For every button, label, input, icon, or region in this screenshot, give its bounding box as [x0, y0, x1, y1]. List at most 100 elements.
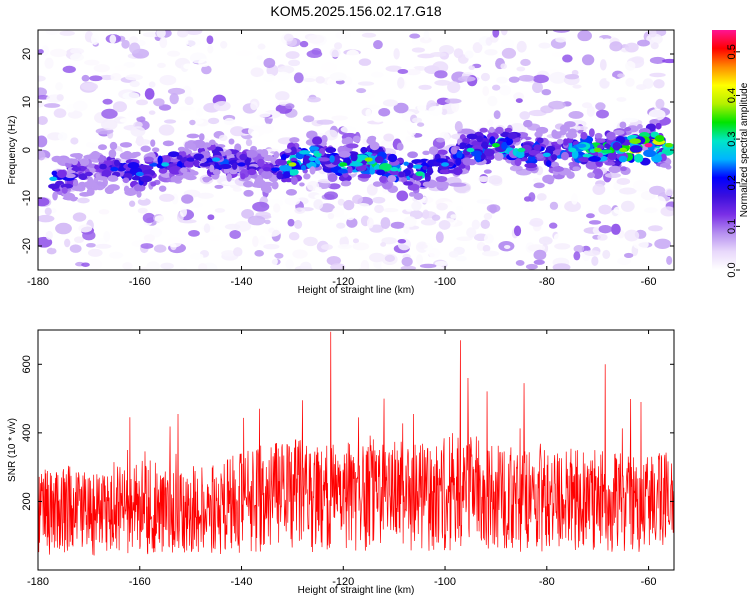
spectrogram-noise-blob — [38, 87, 47, 97]
spectrogram-noise-blob — [144, 88, 155, 100]
spectrogram-noise-blob — [552, 30, 571, 33]
spectrogram-signal-blob — [256, 158, 265, 167]
spectrogram-signal-blob — [299, 150, 311, 155]
spectrogram-signal-blob — [350, 153, 358, 162]
spectrogram-noise-blob — [518, 74, 535, 82]
spectrogram-noise-blob — [365, 92, 375, 99]
spectrogram-noise-blob — [314, 194, 324, 200]
spectrogram-signal-blob — [209, 139, 216, 146]
spectrogram-noise-blob — [381, 253, 398, 266]
spectrogram-peak-core — [84, 171, 93, 177]
y-tick-label: 0 — [21, 147, 33, 153]
spectrogram-noise-blob — [617, 73, 625, 78]
spectrogram-noise-blob — [372, 115, 384, 123]
spectrogram-signal-blob — [48, 183, 60, 190]
spectrogram-signal-blob — [389, 169, 399, 176]
spectrogram-noise-blob — [122, 92, 140, 100]
spectrogram-noise-blob — [185, 30, 203, 35]
spectrogram-signal-blob — [504, 127, 513, 133]
y-tick-label: -10 — [21, 190, 33, 206]
spectrogram-noise-blob — [381, 237, 397, 245]
spectrogram-signal-blob — [119, 142, 133, 148]
spectrogram-signal-blob — [61, 186, 68, 194]
spectrogram-noise-blob — [211, 56, 230, 61]
spectrogram-noise-blob — [480, 219, 490, 229]
spectrogram-signal-blob — [428, 146, 439, 155]
spectrogram-noise-blob — [324, 129, 339, 141]
spectrogram-noise-blob — [209, 234, 221, 242]
spectrogram-noise-blob — [256, 111, 271, 118]
spectrogram-noise-blob — [584, 250, 601, 257]
spectrogram-noise-blob — [468, 65, 475, 71]
spectrogram-noise-blob — [609, 209, 622, 217]
spectrogram-noise-blob — [508, 122, 527, 135]
spectrogram-signal-blob — [131, 151, 139, 157]
spectrogram-noise-blob — [57, 132, 68, 141]
spectrogram-peak-core — [364, 157, 373, 162]
spectrogram-noise-blob — [403, 216, 417, 228]
spectrogram-noise-blob — [273, 203, 281, 213]
spectrogram-noise-blob — [331, 115, 348, 121]
spectrogram-noise-blob — [114, 65, 128, 71]
spectrogram-signal-blob — [604, 143, 611, 149]
spectrogram-noise-blob — [300, 261, 312, 270]
spectrogram-noise-blob — [616, 30, 625, 34]
spectrogram-noise-blob — [77, 197, 90, 204]
spectrogram-noise-blob — [577, 30, 592, 42]
spectrogram-signal-blob — [199, 162, 211, 167]
spectrogram-noise-blob — [592, 183, 606, 196]
spectrogram-signal-blob — [424, 172, 430, 178]
colorbar-label: Normalized spectral amplitude — [739, 82, 750, 217]
x-tick-label: -100 — [434, 576, 456, 588]
spectrogram-noise-blob — [153, 244, 167, 253]
spectrogram-signal-blob — [71, 167, 82, 172]
spectrogram-noise-blob — [466, 227, 477, 238]
spectrogram-noise-blob — [453, 48, 464, 59]
spectrogram-signal-blob — [69, 153, 83, 158]
spectrogram-peak-core — [212, 157, 221, 162]
spectrogram-noise-blob — [213, 101, 231, 112]
spectrogram-signal-blob — [338, 174, 352, 182]
spectrogram-noise-blob — [340, 126, 357, 133]
spectrogram-signal-blob — [594, 132, 603, 140]
spectrogram-noise-blob — [541, 88, 552, 96]
spectrogram-noise-blob — [616, 178, 631, 185]
spectrogram-noise-blob — [148, 110, 156, 115]
spectrogram-signal-blob — [158, 185, 167, 192]
spectrogram-signal-blob — [231, 162, 238, 170]
spectrogram-signal-blob — [308, 156, 317, 162]
spectrogram-noise-blob — [274, 252, 284, 259]
spectrogram-signal-blob — [113, 159, 120, 167]
colorbar-tick-label: 0.5 — [726, 44, 738, 59]
spectrogram-signal-blob — [61, 158, 72, 163]
spectrogram-noise-blob — [383, 133, 395, 142]
spectrogram-noise-blob — [258, 235, 267, 246]
spectrogram-signal-blob — [290, 176, 298, 185]
spectrogram-noise-blob — [419, 263, 437, 269]
spectrogram-signal-blob — [403, 181, 414, 186]
spectrogram-noise-blob — [552, 263, 571, 270]
spectrogram-noise-blob — [515, 259, 525, 266]
spectrogram-signal-blob — [312, 136, 323, 145]
spectrogram-noise-blob — [666, 255, 673, 266]
spectrogram-noise-blob — [434, 79, 451, 86]
spectrogram-signal-blob — [412, 164, 423, 169]
spectrogram-signal-blob — [347, 165, 353, 174]
spectrogram-noise-blob — [324, 191, 339, 200]
spectrogram-noise-blob — [393, 102, 409, 114]
spectrogram-signal-blob — [562, 138, 569, 146]
spectrogram-signal-blob — [618, 155, 628, 163]
spectrogram-signal-blob — [302, 155, 312, 164]
spectrogram-noise-blob — [78, 224, 93, 233]
spectrogram-x-axis-title: Height of straight line (km) — [298, 285, 415, 296]
spectrogram-signal-blob — [183, 160, 194, 168]
spectrogram-signal-blob — [572, 166, 581, 172]
spectrogram-signal-blob — [471, 150, 483, 157]
spectrogram-noise-blob — [346, 214, 355, 221]
spectrogram-peak-core — [390, 167, 399, 172]
spectrogram-signal-blob — [219, 164, 232, 170]
spectrogram-noise-blob — [285, 259, 294, 270]
spectrogram-noise-blob — [436, 202, 448, 211]
spectrogram-noise-blob — [290, 85, 300, 91]
spectrogram-noise-blob — [137, 207, 148, 214]
